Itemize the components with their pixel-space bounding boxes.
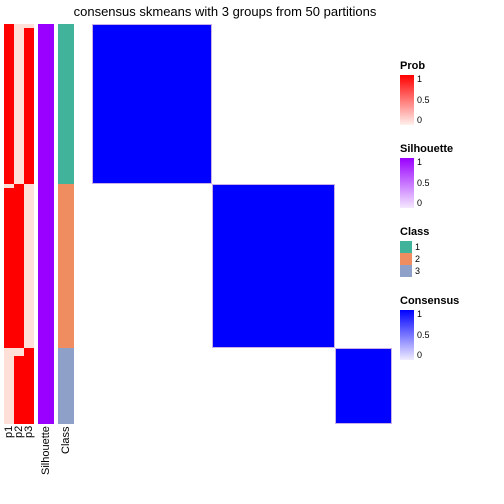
annot-p3 xyxy=(24,24,34,424)
legend-Consensus: Consensus10.50 xyxy=(400,295,500,360)
annot-Silhouette xyxy=(38,24,54,424)
column-labels: p1p2p3SilhouetteClass xyxy=(4,426,74,496)
chart-title: consensus skmeans with 3 groups from 50 … xyxy=(50,4,400,19)
label-Class: Class xyxy=(58,426,74,496)
legend-panel: Prob10.50 Silhouette10.50 Class123 Consensu… xyxy=(400,60,500,378)
legend-Class: Class123 xyxy=(400,226,500,277)
legend-Prob: Prob10.50 xyxy=(400,60,500,125)
label-p3: p3 xyxy=(24,426,34,496)
annot-Class xyxy=(58,24,74,424)
legend-Silhouette: Silhouette10.50 xyxy=(400,143,500,208)
consensus-heatmap xyxy=(92,24,392,424)
annot-p1 xyxy=(4,24,14,424)
annotation-columns xyxy=(4,24,88,424)
annot-p2 xyxy=(14,24,24,424)
label-Silhouette: Silhouette xyxy=(38,426,54,496)
